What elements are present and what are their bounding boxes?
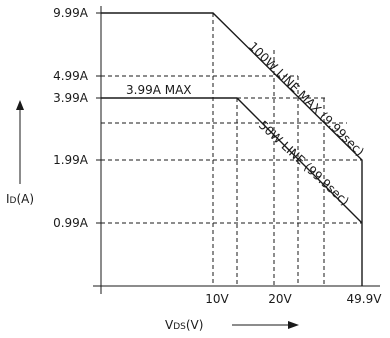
- reference-lines: [101, 13, 363, 286]
- y-tick-label: 1.99A: [53, 153, 89, 167]
- x-tick-label: 10V: [205, 292, 229, 306]
- x-tick-label: 20V: [268, 292, 292, 306]
- x-axis-title-sub: DS: [173, 322, 186, 332]
- x-axis-title: VDS(V): [165, 318, 203, 332]
- arrow-right-icon: [288, 321, 299, 329]
- y-axis-title-main: I: [6, 192, 10, 206]
- x-tick-label: 49.9V: [347, 292, 383, 306]
- annotation-max-current: 3.99A MAX: [126, 83, 192, 97]
- x-axis-title-group: VDS(V): [165, 318, 299, 332]
- y-axis-title-group: ID(A): [6, 100, 34, 206]
- y-tick-label: 9.99A: [53, 6, 89, 20]
- y-tick-label: 4.99A: [53, 69, 89, 83]
- x-axis-title-unit: (V): [186, 318, 204, 332]
- x-axis-title-main: V: [165, 318, 174, 332]
- annotation-100w-line: 100W LINE MAX (9.99sec): [246, 39, 367, 159]
- line-50w: [101, 97, 363, 224]
- y-axis-title: ID(A): [6, 192, 34, 206]
- y-tick-label: 0.99A: [53, 216, 89, 230]
- arrow-up-icon: [16, 100, 24, 110]
- y-axis-title-sub: D: [10, 196, 17, 206]
- y-tick-label: 3.99A: [53, 91, 89, 105]
- line-100w-max: [101, 12, 363, 286]
- y-axis-title-unit: (A): [16, 192, 34, 206]
